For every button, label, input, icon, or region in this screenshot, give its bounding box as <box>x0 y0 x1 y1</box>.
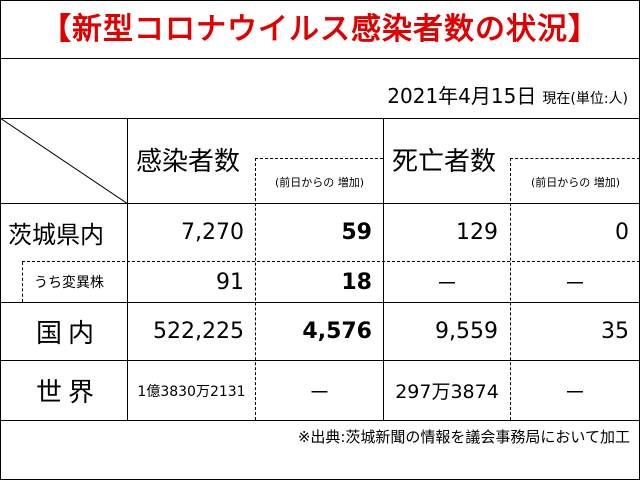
divider <box>22 262 23 302</box>
infections-increase-header: (前日からの 増加) <box>274 176 365 189</box>
corner-diagonal <box>0 118 128 204</box>
report-date: 2021年4月15日 <box>387 84 537 108</box>
row-label: うち変異株 <box>34 275 104 291</box>
infections-increase: － <box>308 380 331 406</box>
page-title: 【新型コロナウイルス感染者数の状況】 <box>41 12 599 47</box>
deaths-increase: 0 <box>615 220 629 245</box>
source-note: ※出典:茨城新聞の情報を議会事務局において加工 <box>297 428 630 446</box>
infections-value: 7,270 <box>181 220 244 245</box>
infections-value: 1億3830万2131 <box>137 383 246 400</box>
infections-increase: 4,576 <box>302 319 372 344</box>
deaths-header: 死亡者数 <box>392 146 497 177</box>
deaths-value: 129 <box>456 220 498 245</box>
row-label: 世界 <box>36 378 101 408</box>
deaths-value: 297万3874 <box>395 381 499 403</box>
deaths-increase: － <box>563 380 586 406</box>
infections-increase: 18 <box>341 269 372 295</box>
divider <box>22 261 640 262</box>
divider <box>0 360 640 361</box>
deaths-increase: 35 <box>601 319 629 344</box>
deaths-value: 9,559 <box>435 319 498 344</box>
divider <box>255 158 383 159</box>
divider <box>0 58 640 59</box>
divider <box>510 158 511 420</box>
row-label: 国内 <box>36 319 101 349</box>
divider <box>510 158 640 159</box>
infections-increase: 59 <box>341 220 372 245</box>
infections-header: 感染者数 <box>136 146 241 177</box>
divider <box>0 420 640 421</box>
divider <box>127 118 128 420</box>
divider <box>0 118 640 119</box>
unit-note: 現在(単位:人) <box>542 91 628 107</box>
date-line: 2021年4月15日 現在(単位:人) <box>387 80 628 109</box>
divider <box>383 118 384 420</box>
divider <box>255 158 256 420</box>
row-label: 茨城県内 <box>8 221 104 249</box>
divider <box>0 203 640 204</box>
divider <box>0 302 640 303</box>
infections-value: 91 <box>216 269 244 295</box>
deaths-increase-header: (前日からの 増加) <box>530 176 621 189</box>
infections-value: 522,225 <box>153 319 244 344</box>
deaths-value: － <box>435 272 458 297</box>
deaths-increase: － <box>563 272 586 297</box>
